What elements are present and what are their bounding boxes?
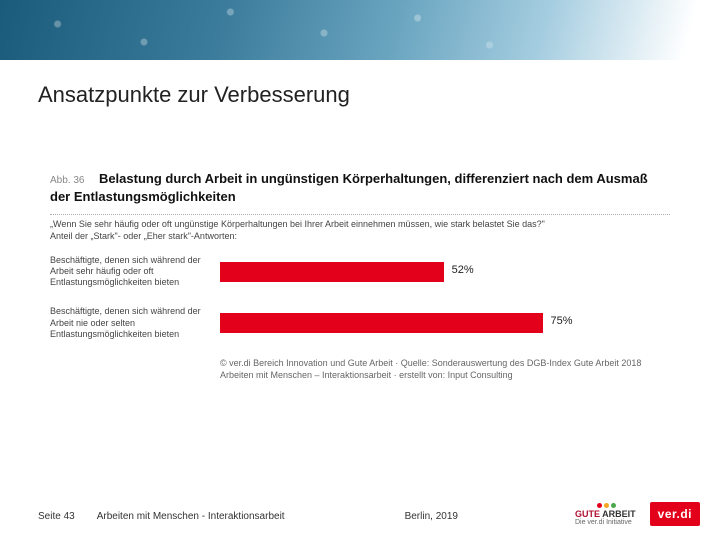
figure-title: Belastung durch Arbeit in ungünstigen Kö…: [50, 171, 648, 204]
figure-source: © ver.di Bereich Innovation und Gute Arb…: [220, 358, 670, 381]
divider: [50, 214, 670, 215]
logo-group: GUTE ARBEIT Die ver.di Initiative ver.di: [575, 502, 700, 526]
verdi-logo: ver.di: [650, 502, 700, 526]
header-banner: [0, 0, 720, 60]
bar: [220, 262, 444, 282]
figure-heading: Abb. 36 Belastung durch Arbeit in ungüns…: [50, 170, 670, 206]
bar-value: 75%: [551, 315, 573, 327]
bar-track: 52%: [220, 262, 670, 282]
bar-row-label: Beschäftigte, denen sich während der Arb…: [50, 255, 220, 289]
bar: [220, 313, 543, 333]
footer-page: Seite 43: [38, 511, 75, 522]
bar-row-label: Beschäftigte, denen sich während der Arb…: [50, 306, 220, 340]
footer-place: Berlin, 2019: [405, 511, 458, 522]
bar-track: 75%: [220, 313, 670, 333]
bar-value: 52%: [452, 264, 474, 276]
figure-question: „Wenn Sie sehr häufig oder oft ungünstig…: [50, 219, 670, 231]
figure-subtext: Anteil der „Stark"- oder „Eher stark"-An…: [50, 231, 670, 241]
footer-title: Arbeiten mit Menschen - Interaktionsarbe…: [97, 511, 285, 522]
gute-arbeit-sub: Die ver.di Initiative: [575, 519, 636, 526]
logo-dots: [597, 503, 636, 508]
figure-label: Abb. 36: [50, 175, 84, 186]
slide-title: Ansatzpunkte zur Verbesserung: [38, 82, 350, 108]
figure-container: Abb. 36 Belastung durch Arbeit in ungüns…: [50, 170, 670, 382]
gute-arbeit-text: GUTE ARBEIT: [575, 510, 636, 519]
gute-arbeit-logo: GUTE ARBEIT Die ver.di Initiative: [575, 503, 636, 526]
bar-chart: Beschäftigte, denen sich während der Arb…: [50, 255, 670, 341]
bar-row: Beschäftigte, denen sich während der Arb…: [50, 255, 670, 289]
bar-row: Beschäftigte, denen sich während der Arb…: [50, 306, 670, 340]
